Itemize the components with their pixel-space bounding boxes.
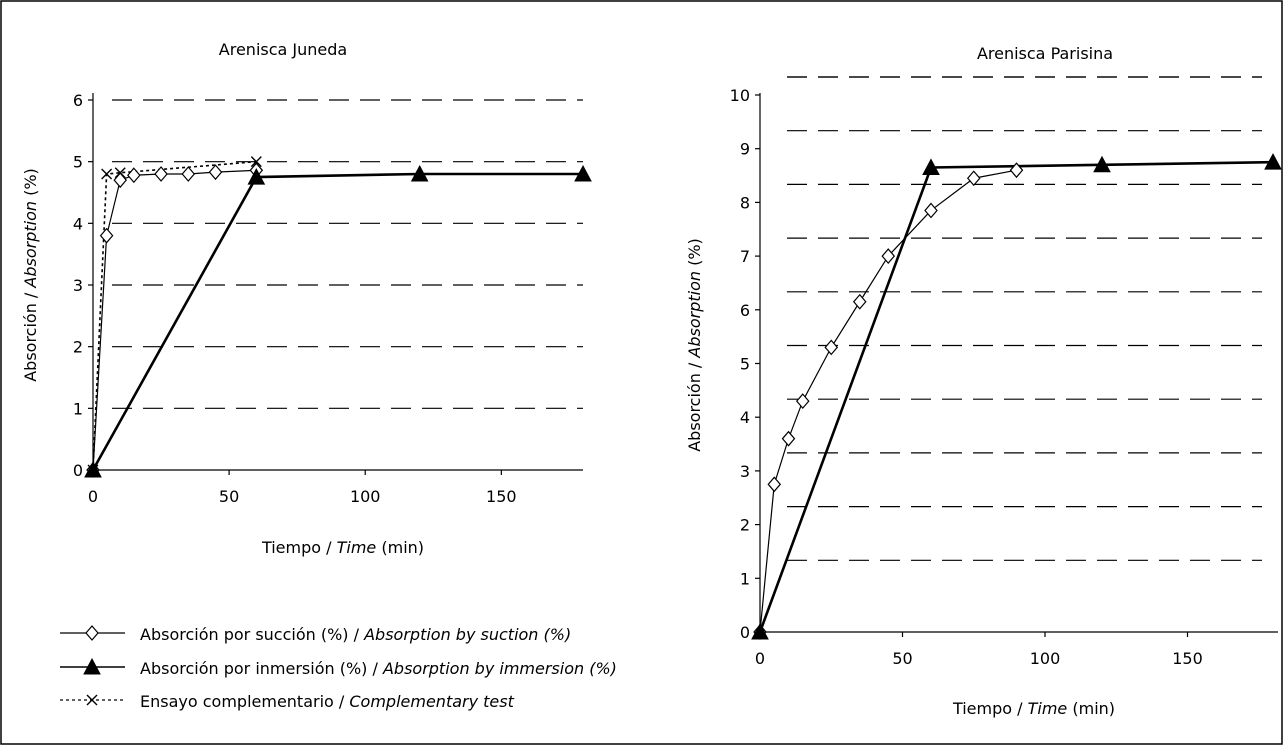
legend-text-italic: Absorption by immersion (%) [382, 659, 617, 678]
y-axis-title-plain: Absorción / [685, 358, 704, 452]
x-tick-label: 100 [1030, 649, 1061, 668]
data-point-diamond [181, 166, 196, 182]
series-line-diamond [759, 169, 1017, 633]
data-point-diamond [127, 167, 141, 184]
data-point-diamond [795, 393, 810, 410]
data-point-triangle [751, 622, 769, 640]
series-line-triangle [91, 172, 583, 471]
x-axis-title-plain: Tiempo / [261, 538, 337, 557]
legend-entry-immersion: Absorción por inmersión (%) / Absorption… [140, 659, 617, 678]
y-axis-title: Absorción / Absorption (%) [685, 238, 704, 452]
x-tick-label: 0 [755, 649, 765, 668]
y-tick-label: 4 [740, 408, 750, 427]
y-axis-title: Absorción / Absorption (%) [21, 168, 40, 382]
x-tick-label: 50 [219, 487, 239, 506]
legend: Absorción por succión (%) / Absorption b… [60, 625, 617, 711]
y-tick-label: 8 [740, 193, 750, 212]
x-tick-label: 0 [88, 487, 98, 506]
data-point-diamond [824, 339, 839, 356]
grid [112, 99, 583, 409]
y-axis-title-plain: Absorción / [21, 288, 40, 382]
data-point-triangle [922, 158, 940, 175]
y-axis-title-italic: Absorption [685, 271, 704, 359]
y-tick-label: 4 [73, 214, 83, 233]
series-layer [84, 156, 592, 478]
x-tick-label: 150 [1172, 649, 1203, 668]
data-point-diamond [852, 293, 867, 310]
legend-text-italic: Complementary test [349, 692, 514, 711]
y-axis-title-unit: (%) [21, 168, 40, 201]
data-point-triangle-legend [83, 657, 101, 675]
x-axis-title-plain: Tiempo / [952, 699, 1028, 718]
data-point-x-legend [86, 694, 98, 706]
data-point-x [250, 156, 262, 168]
data-point-x [87, 464, 99, 476]
x-axis-title-unit: (min) [376, 538, 424, 557]
x-tick-label: 50 [892, 649, 912, 668]
data-point-triangle [247, 168, 266, 185]
data-point-diamond-legend [85, 625, 99, 641]
legend-text-italic: Absorption by suction (%) [363, 625, 571, 644]
data-point-x [114, 167, 126, 179]
x-axis-title-italic: Time [1028, 699, 1068, 718]
data-point-diamond [1009, 162, 1024, 179]
data-point-x [101, 168, 113, 180]
y-tick-label: 9 [740, 140, 750, 159]
chart-juneda: Arenisca Juneda 0 1 2 3 4 5 6 0 50 100 150 Tiempo … [21, 40, 592, 557]
data-point-triangle [410, 164, 429, 182]
legend-text: Absorción por inmersión (%) / [140, 659, 383, 678]
y-tick-label: 6 [73, 91, 83, 110]
data-point-diamond [767, 476, 782, 493]
legend-entry-complementary: Ensayo complementario / Complementary te… [140, 692, 515, 711]
chart-title: Arenisca Juneda [219, 40, 347, 59]
chart-title: Arenisca Parisina [977, 44, 1113, 63]
x-tick-label: 100 [350, 487, 381, 506]
x-axis-title: Tiempo / Time (min) [952, 699, 1115, 718]
y-axis-title-unit: (%) [685, 238, 704, 271]
y-tick-label: 5 [740, 355, 750, 374]
data-point-triangle [1093, 155, 1111, 173]
x-axis-title: Tiempo / Time (min) [261, 538, 424, 557]
y-tick-label: 2 [740, 516, 750, 535]
y-tick-label: 5 [73, 153, 83, 172]
x-tick-label: 150 [486, 487, 517, 506]
data-point-diamond [208, 164, 223, 181]
y-tick-label: 2 [73, 338, 83, 357]
y-tick-label: 0 [73, 461, 83, 480]
y-tick-label: 3 [73, 276, 83, 295]
data-point-diamond [924, 202, 938, 219]
x-axis-title-unit: (min) [1067, 699, 1115, 718]
y-tick-label: 1 [740, 569, 750, 588]
data-point-diamond [154, 166, 168, 182]
legend-text: Ensayo complementario / [140, 692, 349, 711]
y-tick-label: 3 [740, 462, 750, 481]
legend-text: Absorción por succión (%) / [140, 625, 364, 644]
y-tick-label: 7 [740, 247, 750, 266]
legend-entry-suction: Absorción por succión (%) / Absorption b… [140, 625, 571, 644]
data-point-diamond [966, 170, 981, 187]
data-point-diamond [99, 227, 114, 244]
data-point-triangle [1264, 153, 1282, 170]
y-tick-label: 6 [740, 301, 750, 320]
x-axis-title-italic: Time [337, 538, 377, 557]
y-tick-label: 10 [730, 86, 750, 105]
data-point-diamond [781, 430, 796, 447]
data-point-diamond [881, 248, 896, 265]
y-tick-label: 0 [740, 623, 750, 642]
y-tick-label: 1 [73, 399, 83, 418]
series-layer [751, 153, 1282, 640]
data-point-triangle [574, 164, 592, 182]
y-axis-title-italic: Absorption [21, 201, 40, 289]
